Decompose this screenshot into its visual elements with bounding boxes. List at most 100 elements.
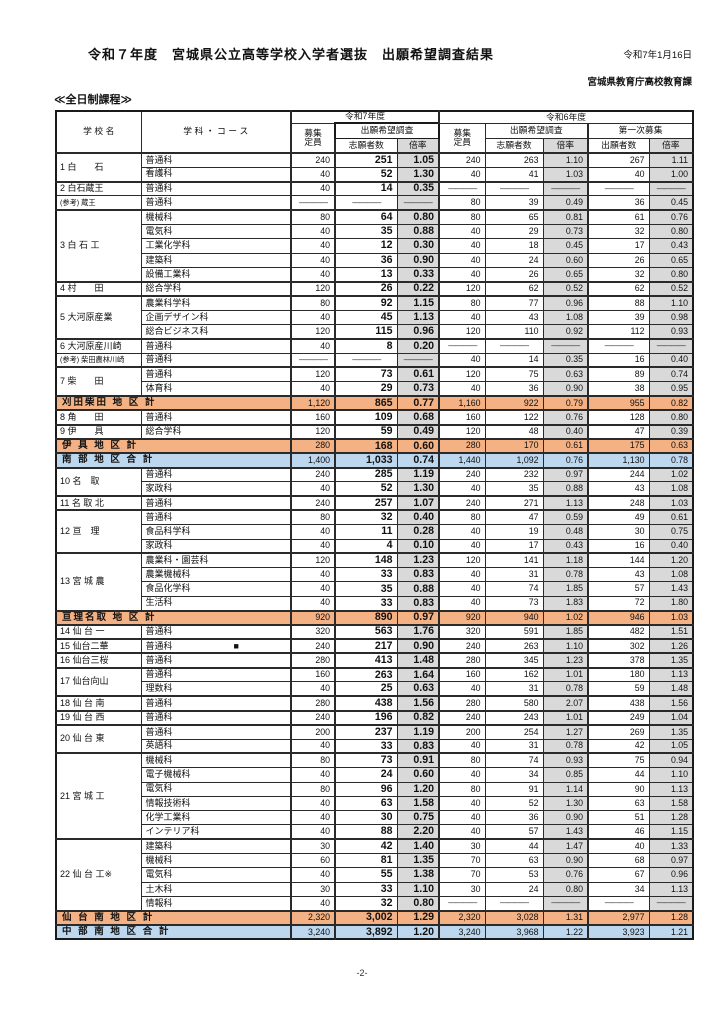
value-cell: 0.61 — [396, 366, 440, 383]
value-cell: 0.49 — [542, 195, 589, 211]
school-name-cell: 8 角 田 — [55, 409, 142, 426]
col-group-survey-r7: 出願希望調査 — [334, 122, 440, 139]
value-cell: 34 — [484, 767, 544, 783]
sub-row: 理数科 40 25 0.63 40 31 0.78 59 1.48 — [56, 681, 694, 697]
value-cell: 267 — [587, 151, 650, 168]
col-group-reiwa6: 令和6年度 — [437, 110, 694, 124]
block-total-row: 南 部 地 区 合 計 1,400 1,033 0.74 1,440 1,092 0.76 1… — [55, 452, 694, 469]
value-cell: 1.05 — [396, 151, 440, 168]
value-cell: 59 — [334, 423, 398, 440]
sub-row: 家政科 40 52 1.30 40 35 0.88 43 1.08 — [56, 481, 694, 497]
value-cell: 1.10 — [542, 638, 589, 654]
school-row: 21 宮 城 工機械科 80 73 0.91 80 74 0.93 75 0.94 — [55, 752, 694, 840]
value-cell: 0.90 — [396, 252, 440, 268]
value-cell: 1.30 — [542, 795, 589, 812]
value-cell: 73 — [334, 752, 398, 769]
value-cell: 345 — [484, 652, 544, 669]
value-cell: ―――― — [587, 895, 650, 912]
school-row: 4 村 田総合学科 120 26 0.22 120 62 0.52 62 0.52 — [55, 280, 694, 297]
course-cell: 家政科 — [140, 538, 292, 554]
course-cell: 農業科・園芸科 — [140, 552, 292, 569]
course-cell: 普通科 — [140, 366, 292, 383]
value-cell: 80 — [438, 209, 486, 225]
value-cell: 0.28 — [396, 524, 440, 540]
value-cell: 91 — [484, 781, 544, 797]
value-cell: 52 — [484, 795, 544, 812]
value-cell: ―――― — [484, 895, 544, 912]
value-cell: 32 — [334, 509, 398, 526]
value-cell: ―――― — [438, 180, 486, 197]
value-cell: 0.60 — [542, 252, 589, 268]
value-cell: 1.01 — [542, 666, 589, 683]
value-cell: 3,002 — [334, 909, 398, 926]
value-cell: 0.95 — [648, 381, 694, 397]
school-name-cell: 15 仙台二華 — [55, 638, 142, 654]
value-cell: 0.73 — [542, 223, 589, 240]
sub-row: 電子機械科 40 24 0.60 40 34 0.85 44 1.10 — [56, 767, 694, 783]
value-cell: 30 — [334, 810, 398, 826]
value-cell: 1.31 — [542, 909, 589, 926]
value-cell: 0.45 — [542, 238, 589, 254]
value-cell: 1.13 — [648, 666, 694, 683]
value-cell: 3,240 — [438, 924, 486, 940]
value-cell: 40 — [290, 238, 336, 254]
value-cell: 62 — [587, 280, 650, 297]
value-cell: 40 — [290, 166, 336, 183]
value-cell: 81 — [334, 853, 398, 869]
value-cell: 1.23 — [542, 652, 589, 669]
value-cell: 0.90 — [542, 853, 589, 869]
course-cell: 情報科 — [140, 895, 292, 912]
value-cell: 63 — [484, 853, 544, 869]
value-cell: 1.48 — [396, 652, 440, 669]
school-name-cell: 18 仙 台 南 — [55, 695, 142, 712]
value-cell: 1,033 — [334, 452, 398, 469]
value-cell: 920 — [438, 609, 486, 626]
value-cell: 0.97 — [542, 466, 589, 483]
course-label: 機械科 — [145, 755, 173, 766]
course-label: 食品化学科 — [145, 583, 191, 594]
value-cell: 36 — [587, 195, 650, 211]
value-cell: 1.18 — [542, 552, 589, 569]
value-cell: 263 — [484, 151, 544, 168]
value-cell: 68 — [587, 853, 650, 869]
value-cell: 160 — [290, 666, 336, 683]
value-cell: ―――― — [438, 337, 486, 354]
value-cell: 120 — [438, 324, 486, 340]
value-cell: 77 — [484, 294, 544, 311]
value-cell: 0.80 — [396, 895, 440, 912]
value-cell: 0.52 — [648, 280, 694, 297]
course-cell: 食品科学科 — [140, 524, 292, 540]
value-cell: 40 — [438, 481, 486, 497]
value-cell: ―――― — [587, 180, 650, 197]
value-cell: 80 — [438, 509, 486, 526]
course-cell: 農業科学科 — [140, 294, 292, 311]
value-cell: 4 — [334, 538, 398, 554]
col-header-rate-r6: 倍率 — [542, 137, 589, 154]
value-cell: 0.90 — [542, 810, 589, 826]
value-cell: 1.27 — [542, 723, 589, 740]
course-label: 理数科 — [145, 683, 173, 694]
value-cell: 580 — [484, 695, 544, 712]
value-cell: 88 — [587, 294, 650, 311]
value-cell: 43 — [587, 481, 650, 497]
header-row-columns: 志願者数 倍率 志願者数 倍率 出願者数 倍率 — [56, 137, 694, 154]
value-cell: 80 — [438, 294, 486, 311]
course-label: 家政科 — [145, 540, 173, 551]
value-cell: 120 — [438, 423, 486, 440]
value-cell: 1.13 — [648, 781, 694, 797]
value-cell: ―――― — [290, 352, 336, 368]
value-cell: 40 — [290, 795, 336, 812]
value-cell: 26 — [587, 252, 650, 268]
value-cell: 24 — [484, 881, 544, 897]
value-cell: 1.01 — [542, 709, 589, 726]
value-cell: 120 — [290, 324, 336, 340]
value-cell: 48 — [484, 423, 544, 440]
value-cell: 1.10 — [542, 151, 589, 168]
value-cell: 1.20 — [648, 552, 694, 569]
value-cell: 940 — [484, 609, 544, 626]
value-cell: 1.19 — [396, 466, 440, 483]
sub-row: 電気科 40 35 0.88 40 29 0.73 32 0.80 — [56, 223, 694, 240]
value-cell: 40 — [290, 180, 336, 197]
course-label: 電気科 — [145, 225, 173, 236]
value-cell: 0.63 — [396, 681, 440, 697]
